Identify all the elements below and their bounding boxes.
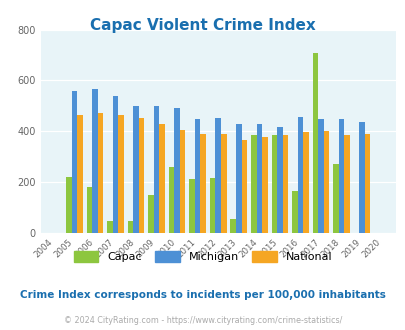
Bar [261,137,267,233]
Bar [200,134,205,233]
Bar [338,119,343,233]
Bar [220,134,226,233]
Bar [209,178,215,233]
Bar [343,136,349,233]
Bar [113,96,118,233]
Bar [179,130,185,233]
Bar [241,140,247,233]
Bar [66,177,72,233]
Bar [118,115,124,233]
Text: Crime Index corresponds to incidents per 100,000 inhabitants: Crime Index corresponds to incidents per… [20,290,385,300]
Bar [194,119,200,233]
Bar [98,113,103,233]
Bar [312,52,318,233]
Bar [364,134,369,233]
Bar [271,135,276,233]
Bar [174,108,179,233]
Bar [92,89,98,233]
Bar [153,106,159,233]
Bar [235,123,241,233]
Bar [77,115,83,233]
Bar [332,164,338,233]
Bar [128,221,133,233]
Bar [297,117,303,233]
Bar [189,180,194,233]
Bar [133,106,139,233]
Bar [256,124,261,233]
Bar [87,187,92,233]
Bar [250,135,256,233]
Bar [107,221,113,233]
Bar [303,132,308,233]
Bar [282,135,288,233]
Text: Capac Violent Crime Index: Capac Violent Crime Index [90,18,315,33]
Legend: Capac, Michigan, National: Capac, Michigan, National [69,247,336,267]
Bar [159,124,164,233]
Bar [139,118,144,233]
Bar [148,195,153,233]
Bar [276,127,282,233]
Bar [358,122,364,233]
Bar [230,219,235,233]
Bar [215,118,220,233]
Bar [318,119,323,233]
Bar [72,91,77,233]
Bar [291,191,297,233]
Bar [323,131,328,233]
Text: © 2024 CityRating.com - https://www.cityrating.com/crime-statistics/: © 2024 CityRating.com - https://www.city… [64,316,341,325]
Bar [168,167,174,233]
